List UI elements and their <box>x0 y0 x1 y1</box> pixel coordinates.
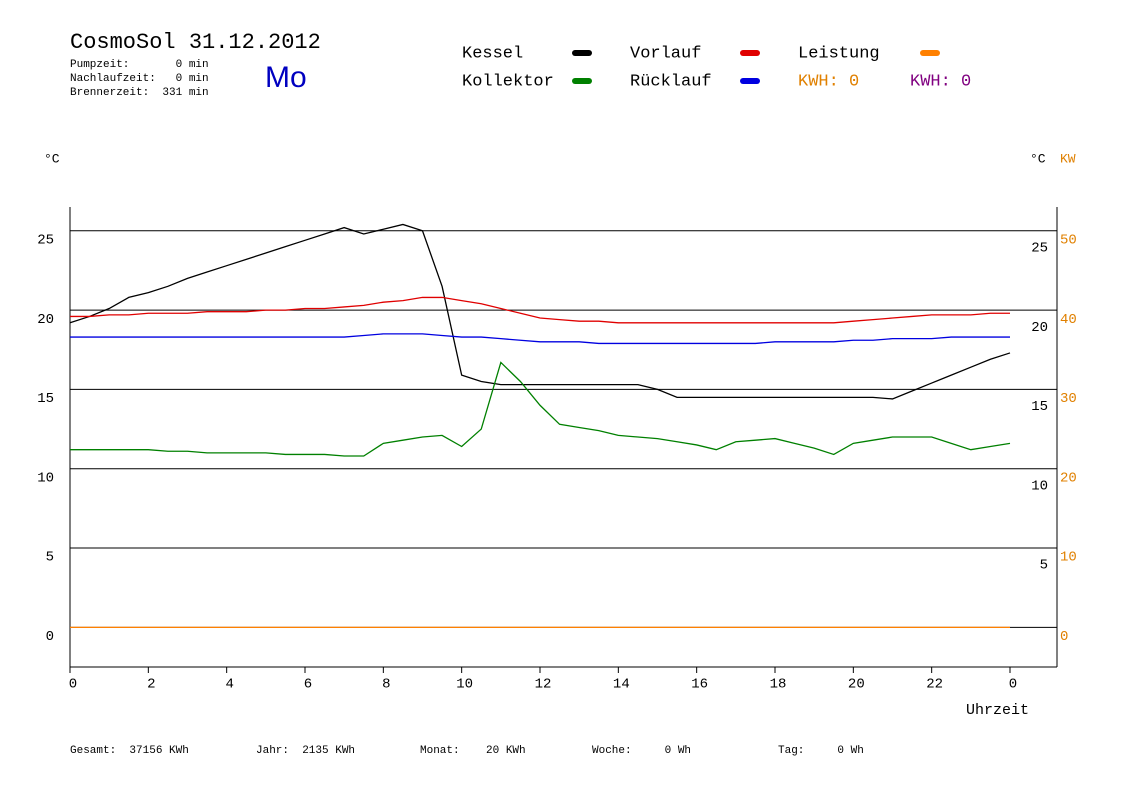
x-tick-label: 6 <box>304 677 312 693</box>
legend-label: Kessel <box>462 44 523 63</box>
kwh-label: KWH: 0 <box>798 72 859 91</box>
y-tick-label: 0 <box>46 629 54 645</box>
y-right-tick-label: 20 <box>1031 320 1048 336</box>
y-right-tick-label: 25 <box>1031 240 1048 256</box>
legend-swatch <box>740 50 760 56</box>
x-tick-label: 12 <box>535 677 552 693</box>
legend-label: Vorlauf <box>630 44 701 63</box>
y-unit-right: °C <box>1030 151 1046 166</box>
y-unit: °C <box>44 151 60 166</box>
x-tick-label: 2 <box>147 677 155 693</box>
x-tick-label: 0 <box>69 677 77 693</box>
y2-tick-label: 10 <box>1060 550 1077 566</box>
y-tick-label: 10 <box>37 470 54 486</box>
legend-swatch <box>740 78 760 84</box>
y-tick-label: 5 <box>46 550 54 566</box>
x-tick-label: 0 <box>1009 677 1017 693</box>
y-right-tick-label: 15 <box>1031 399 1048 415</box>
x-tick-label: 10 <box>456 677 473 693</box>
legend-swatch <box>572 50 592 56</box>
series-line <box>70 296 1010 324</box>
info-line: Nachlaufzeit: 0 min <box>70 73 209 85</box>
x-tick-label: 20 <box>848 677 865 693</box>
chart-title: CosmoSol 31.12.2012 <box>70 30 321 55</box>
legend-label: Kollektor <box>462 72 554 91</box>
kwh-label: KWH: 0 <box>910 72 971 91</box>
info-line: Brennerzeit: 331 min <box>70 87 209 99</box>
legend-swatch <box>572 78 592 84</box>
y-tick-label: 20 <box>37 312 54 328</box>
footer-text: Jahr: 2135 KWh <box>256 745 355 757</box>
weekday: Mo <box>265 61 307 94</box>
y-tick-label: 15 <box>37 391 54 407</box>
y2-tick-label: 20 <box>1060 470 1077 486</box>
footer-text: Monat: 20 KWh <box>420 745 526 757</box>
y2-tick-label: 0 <box>1060 629 1068 645</box>
x-tick-label: 18 <box>770 677 787 693</box>
series-line <box>70 333 1010 345</box>
series-line <box>70 361 1011 457</box>
y2-unit: KW <box>1060 151 1076 166</box>
legend-label: Leistung <box>798 44 880 63</box>
series-line <box>69 223 1011 400</box>
y2-tick-label: 40 <box>1060 312 1077 328</box>
info-line: Pumpzeit: 0 min <box>70 59 209 71</box>
footer-text: Tag: 0 Wh <box>778 745 864 757</box>
y-tick-label: 25 <box>37 232 54 248</box>
y-right-tick-label: 10 <box>1031 478 1048 494</box>
x-tick-label: 16 <box>691 677 708 693</box>
x-tick-label: 4 <box>225 677 233 693</box>
x-axis-label: Uhrzeit <box>966 702 1029 719</box>
legend-swatch <box>920 50 940 56</box>
y2-tick-label: 50 <box>1060 232 1077 248</box>
x-tick-label: 8 <box>382 677 390 693</box>
x-tick-label: 14 <box>613 677 630 693</box>
y-right-tick-label: 5 <box>1040 558 1048 574</box>
legend-label: Rücklauf <box>630 72 712 91</box>
x-tick-label: 22 <box>926 677 943 693</box>
footer-text: Gesamt: 37156 KWh <box>70 745 189 757</box>
y2-tick-label: 30 <box>1060 391 1077 407</box>
footer-text: Woche: 0 Wh <box>592 745 691 757</box>
